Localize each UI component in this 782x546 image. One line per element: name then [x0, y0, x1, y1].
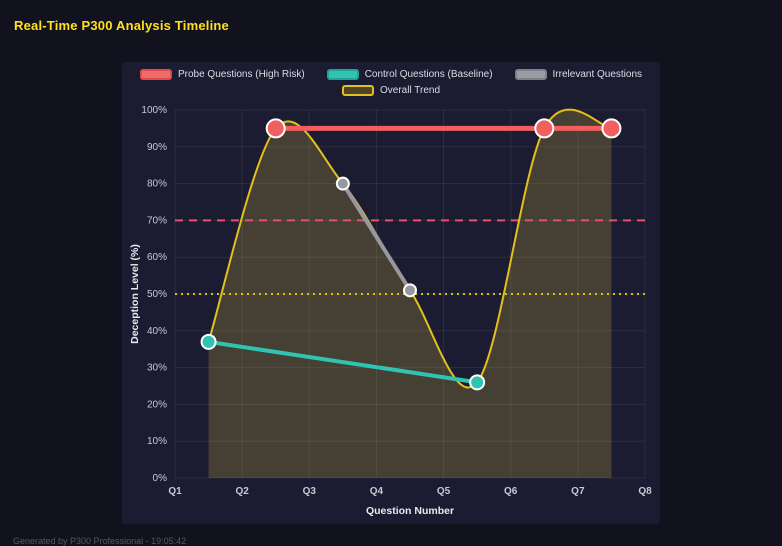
- legend-label-control: Control Questions (Baseline): [364, 69, 493, 80]
- data-point: [265, 118, 286, 139]
- y-tick-label: 90%: [147, 142, 167, 153]
- x-axis-title: Question Number: [366, 505, 454, 517]
- footer-note: Generated by P300 Professional - 19:05:4…: [13, 536, 187, 546]
- y-tick-label: 80%: [147, 179, 167, 190]
- data-point: [601, 118, 622, 139]
- legend-label-irrelevant: Irrelevant Questions: [552, 69, 643, 80]
- y-tick-label: 50%: [147, 289, 167, 300]
- legend-item-probe[interactable]: Probe Questions (High Risk): [139, 69, 305, 80]
- chart-canvas: 0% 10% 20% 30% 40% 50% 60% 70% 80% 90% 100% Q1 Q2 Q3 Q…: [129, 105, 652, 517]
- y-tick-label: 100%: [141, 105, 167, 116]
- legend-swatch-probe: [139, 69, 172, 80]
- legend-item-irrelevant[interactable]: Irrelevant Questions: [514, 69, 643, 80]
- legend-item-control[interactable]: Control Questions (Baseline): [326, 69, 493, 80]
- x-tick-label: Q6: [504, 486, 518, 497]
- data-point: [200, 333, 217, 350]
- x-tick-label: Q4: [370, 486, 384, 497]
- y-tick-label: 10%: [147, 436, 167, 447]
- data-point: [335, 176, 350, 191]
- data-point: [534, 118, 555, 139]
- y-axis-title: Deception Level (%): [129, 244, 141, 344]
- chart-legend: Probe Questions (High Risk) Control Ques…: [122, 69, 660, 96]
- x-tick-label: Q3: [303, 486, 317, 497]
- y-tick-label: 30%: [147, 363, 167, 374]
- legend-label-trend: Overall Trend: [379, 85, 441, 96]
- x-tick-label: Q2: [235, 486, 249, 497]
- y-tick-label: 70%: [147, 215, 167, 226]
- series-line: [206, 339, 480, 385]
- x-tick-label: Q8: [638, 486, 652, 497]
- legend-swatch-trend: [341, 85, 374, 96]
- x-tick-label: Q5: [437, 486, 451, 497]
- data-point: [403, 283, 417, 298]
- series-line: [340, 181, 412, 293]
- y-tick-label: 60%: [147, 252, 167, 263]
- x-tick-label: Q7: [571, 486, 585, 497]
- chart-panel: 0% 10% 20% 30% 40% 50% 60% 70% 80% 90% 100% Q1 Q2 Q3 Q…: [122, 62, 660, 524]
- x-tick-label: Q1: [168, 486, 182, 497]
- legend-swatch-irrelevant: [514, 69, 547, 80]
- y-tick-label: 0%: [153, 473, 168, 484]
- page-title: Real-Time P300 Analysis Timeline: [14, 18, 229, 33]
- legend-row-1: Probe Questions (High Risk) Control Ques…: [139, 69, 643, 80]
- data-point: [469, 374, 486, 391]
- legend-swatch-control: [326, 69, 359, 80]
- legend-label-probe: Probe Questions (High Risk): [177, 69, 305, 80]
- legend-row-2: Overall Trend: [341, 85, 441, 96]
- y-tick-label: 40%: [147, 326, 167, 337]
- y-tick-label: 20%: [147, 399, 167, 410]
- legend-item-trend[interactable]: Overall Trend: [341, 85, 441, 96]
